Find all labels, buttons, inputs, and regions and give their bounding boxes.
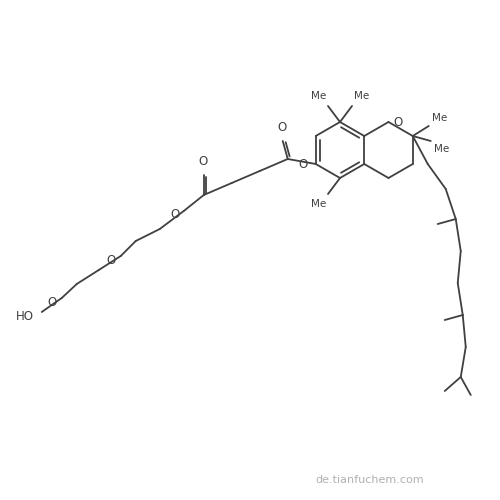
Text: Me: Me <box>354 91 369 101</box>
Text: Me: Me <box>432 113 447 123</box>
Text: O: O <box>198 155 207 168</box>
Text: O: O <box>394 116 402 128</box>
Text: Me: Me <box>311 199 326 209</box>
Text: O: O <box>170 208 180 220</box>
Text: O: O <box>106 254 116 266</box>
Text: O: O <box>48 296 57 308</box>
Text: de.tianfuchem.com: de.tianfuchem.com <box>316 475 424 485</box>
Text: O: O <box>298 158 308 170</box>
Text: HO: HO <box>16 310 34 322</box>
Text: O: O <box>277 121 286 134</box>
Text: Me: Me <box>311 91 326 101</box>
Text: Me: Me <box>434 144 449 154</box>
